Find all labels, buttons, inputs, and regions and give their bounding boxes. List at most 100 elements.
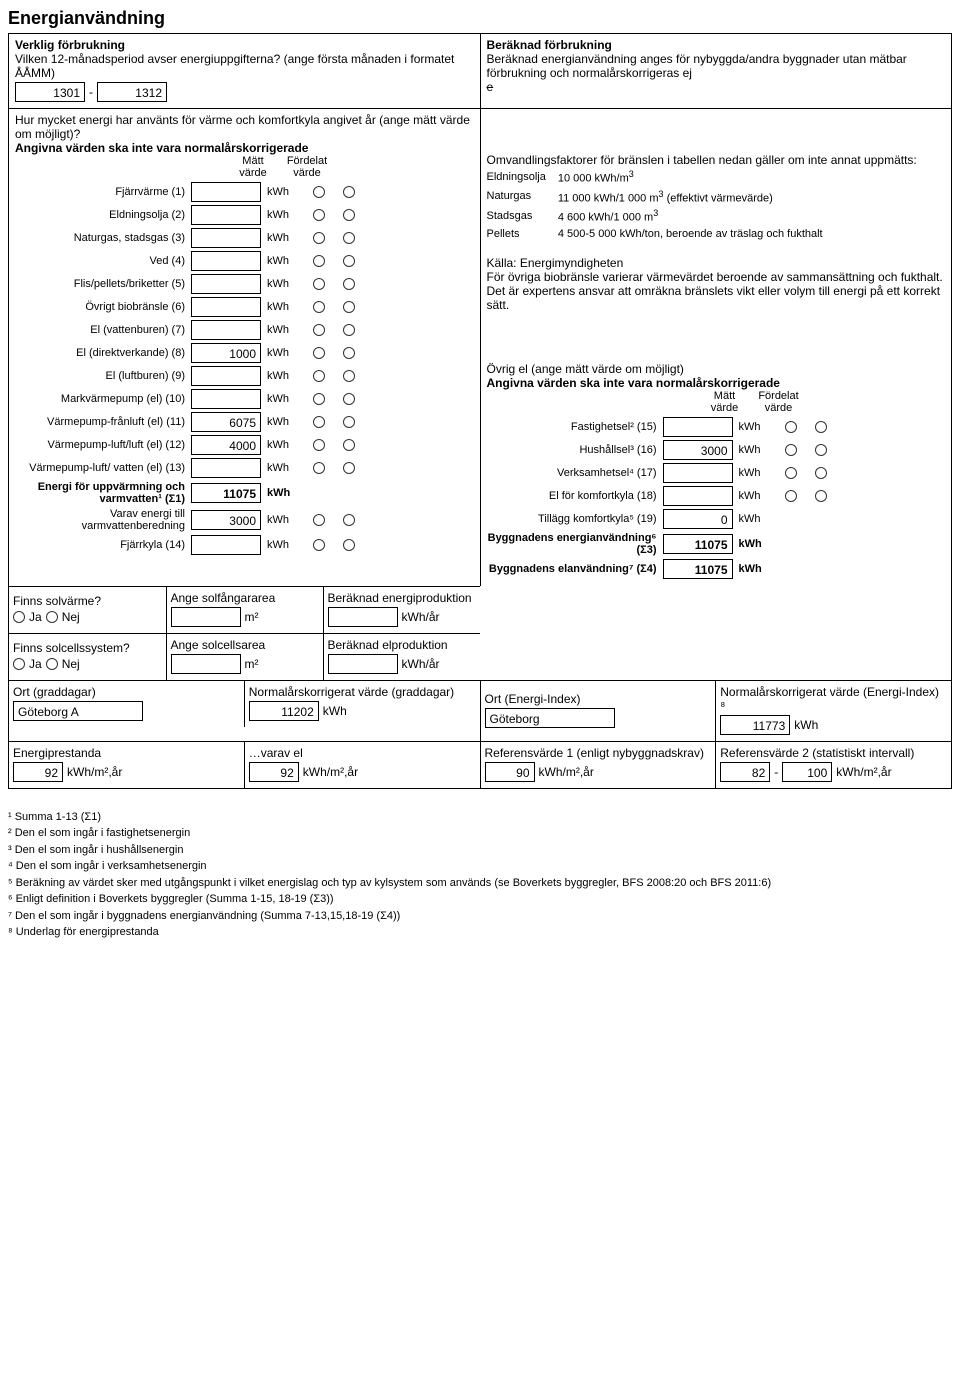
norm-grad-label: Normalårskorrigerat värde (graddagar) [249, 685, 476, 699]
varav-matt-radio[interactable] [313, 514, 325, 526]
ref2b-value: 100 [782, 762, 832, 782]
right-row-matt-radio[interactable] [785, 421, 797, 433]
fjarrkyla-ford-radio[interactable] [343, 539, 355, 551]
ep-unit: kWh/m²,år [67, 765, 122, 779]
energy-row-matt-radio[interactable] [313, 186, 325, 198]
energy-row-value[interactable] [191, 297, 261, 317]
solv-area-value[interactable] [171, 607, 241, 627]
energy-row-value[interactable] [191, 320, 261, 340]
varavel-label: …varav el [249, 746, 476, 760]
footnote-line: ⁵ Beräkning av värdet sker med utgångspu… [8, 875, 952, 892]
energy-row-value[interactable] [191, 389, 261, 409]
e-strike: e [487, 80, 494, 94]
energy-row-label: El (luftburen) (9) [15, 370, 185, 382]
energy-row-value[interactable] [191, 274, 261, 294]
right-row-unit: kWh [739, 467, 769, 479]
energy-row-ford-radio[interactable] [343, 324, 355, 336]
real-consumption-heading: Verklig förbrukning [15, 38, 474, 52]
col-ford-right: Fördelat värde [757, 390, 801, 414]
factor-key: Pellets [487, 226, 558, 242]
energy-row-matt-radio[interactable] [313, 393, 325, 405]
right-row-ford-radio[interactable] [815, 490, 827, 502]
factor-value: 4 600 kWh/1 000 m3 [558, 206, 835, 226]
energy-row-ford-radio[interactable] [343, 255, 355, 267]
energy-row-value[interactable] [191, 458, 261, 478]
solc-nej-radio[interactable] [46, 658, 58, 670]
energy-row-value[interactable] [191, 251, 261, 271]
energy-row-matt-radio[interactable] [313, 462, 325, 474]
solv-ja-radio[interactable] [13, 611, 25, 623]
energy-row-matt-radio[interactable] [313, 232, 325, 244]
right-row-ford-radio[interactable] [815, 467, 827, 479]
energy-row-value[interactable] [191, 182, 261, 202]
energy-row-label: Värmepump-luft/ vatten (el) (13) [15, 462, 185, 474]
varav-ford-radio[interactable] [343, 514, 355, 526]
right-row-value[interactable] [663, 417, 733, 437]
solc-question: Finns solcellssystem? [13, 641, 162, 655]
energy-row-ford-radio[interactable] [343, 186, 355, 198]
ort-grad-value[interactable]: Göteborg A [13, 701, 143, 721]
right-row-value[interactable]: 3000 [663, 440, 733, 460]
period-to[interactable]: 1312 [97, 82, 167, 102]
energy-row-unit: kWh [267, 278, 297, 290]
solc-ja-radio[interactable] [13, 658, 25, 670]
solc-prod-value[interactable] [328, 654, 398, 674]
right-row-ford-radio[interactable] [815, 421, 827, 433]
solv-prod-value[interactable] [328, 607, 398, 627]
energy-row-ford-radio[interactable] [343, 416, 355, 428]
energy-row-matt-radio[interactable] [313, 301, 325, 313]
energy-row-ford-radio[interactable] [343, 393, 355, 405]
energy-row-label: Värmepump-luft/luft (el) (12) [15, 439, 185, 451]
solc-area-label: Ange solcellsarea [171, 638, 319, 652]
energy-row-ford-radio[interactable] [343, 301, 355, 313]
ort-ei-value[interactable]: Göteborg [485, 708, 615, 728]
energy-row-matt-radio[interactable] [313, 255, 325, 267]
energy-row-matt-radio[interactable] [313, 209, 325, 221]
energy-row-value[interactable]: 1000 [191, 343, 261, 363]
fjarrkyla-matt-radio[interactable] [313, 539, 325, 551]
energy-row-ford-radio[interactable] [343, 370, 355, 382]
calc-consumption-heading: Beräknad förbrukning [487, 38, 946, 52]
energy-row-ford-radio[interactable] [343, 347, 355, 359]
right-row-matt-radio[interactable] [785, 467, 797, 479]
norm-ei-value: 11773 [720, 715, 790, 735]
right-row-matt-radio[interactable] [785, 490, 797, 502]
energy-row-matt-radio[interactable] [313, 416, 325, 428]
energy-row-value[interactable]: 6075 [191, 412, 261, 432]
fjarrkyla-value[interactable] [191, 535, 261, 555]
energy-row-matt-radio[interactable] [313, 324, 325, 336]
energy-row-value[interactable] [191, 228, 261, 248]
right-row-matt-radio[interactable] [785, 444, 797, 456]
ep-label: Energiprestanda [13, 746, 240, 760]
energy-row-unit: kWh [267, 232, 297, 244]
solv-area-unit: m² [245, 610, 259, 624]
energy-row-label: Övrigt biobränsle (6) [15, 301, 185, 313]
right-row-value[interactable] [663, 463, 733, 483]
solv-nej-radio[interactable] [46, 611, 58, 623]
solc-prod-label: Beräknad elproduktion [328, 638, 477, 652]
energy-row-ford-radio[interactable] [343, 278, 355, 290]
right-row-value[interactable] [663, 486, 733, 506]
varav-value[interactable]: 3000 [191, 510, 261, 530]
energy-row-matt-radio[interactable] [313, 278, 325, 290]
col-ford-left: Fördelat värde [285, 155, 329, 179]
energy-row-matt-radio[interactable] [313, 370, 325, 382]
energy-row-ford-radio[interactable] [343, 232, 355, 244]
ort-grad-label: Ort (graddagar) [13, 685, 240, 699]
norm-ei-unit: kWh [794, 718, 818, 732]
solc-area-value[interactable] [171, 654, 241, 674]
energy-row-value[interactable] [191, 366, 261, 386]
sigma4-label: Byggnadens elanvändning⁷ (Σ4) [487, 563, 657, 575]
energy-row-matt-radio[interactable] [313, 347, 325, 359]
energy-row-ford-radio[interactable] [343, 462, 355, 474]
energy-used-question: Hur mycket energi har använts för värme … [15, 113, 474, 141]
sigma1-label: Energi för uppvärmning och varmvatten¹ (… [15, 481, 185, 505]
right-row-ford-radio[interactable] [815, 444, 827, 456]
period-from[interactable]: 1301 [15, 82, 85, 102]
right-row-label: Verksamhetsel⁴ (17) [487, 467, 657, 479]
energy-row-matt-radio[interactable] [313, 439, 325, 451]
energy-row-value[interactable]: 4000 [191, 435, 261, 455]
energy-row-value[interactable] [191, 205, 261, 225]
energy-row-ford-radio[interactable] [343, 209, 355, 221]
energy-row-ford-radio[interactable] [343, 439, 355, 451]
